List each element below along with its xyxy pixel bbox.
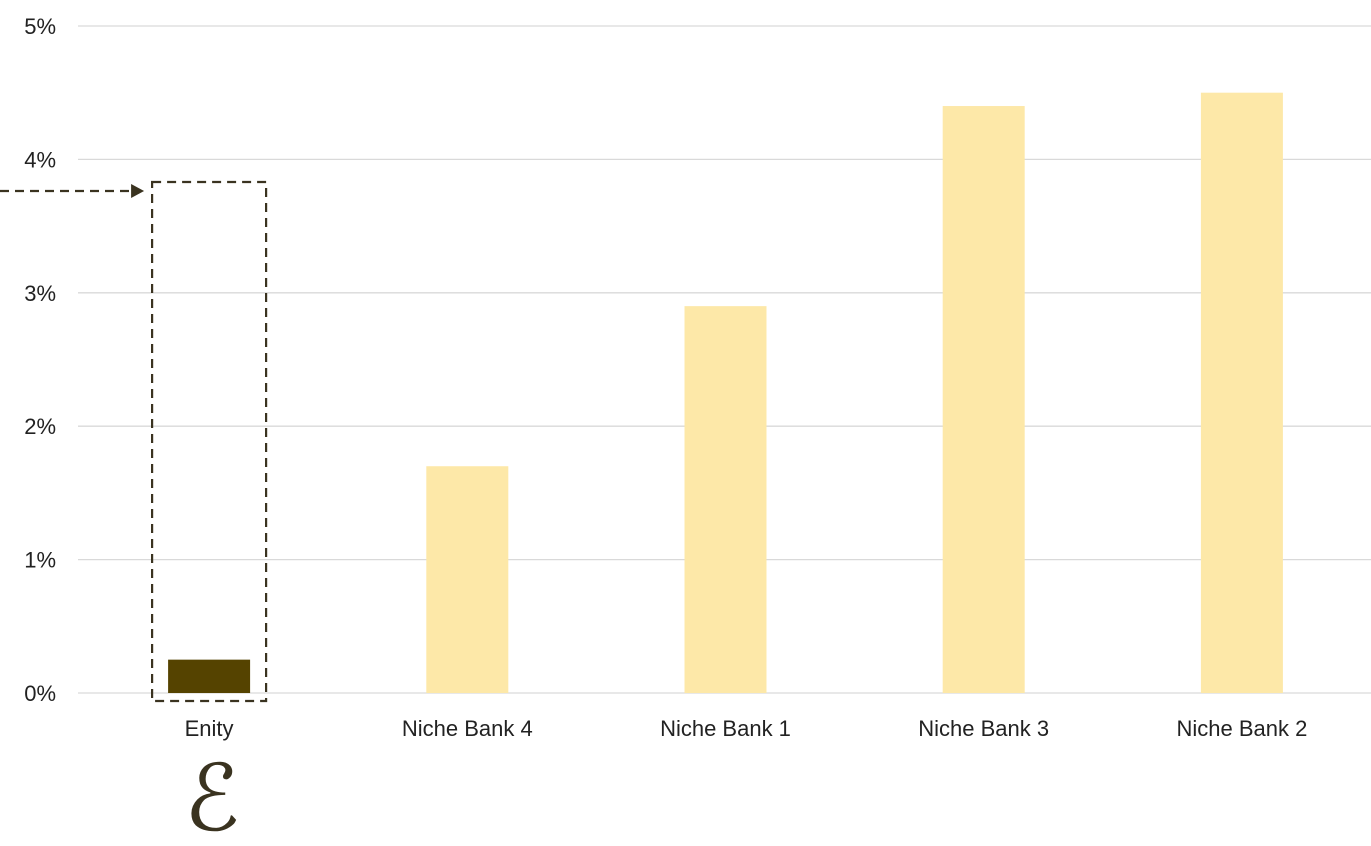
x-category-label: Niche Bank 2 (1176, 716, 1307, 741)
ampersand-logo-icon: ℰ (184, 745, 240, 846)
y-tick-label: 3% (24, 281, 56, 306)
y-tick-label: 0% (24, 681, 56, 706)
y-tick-label: 4% (24, 147, 56, 172)
x-category-label: Enity (185, 716, 234, 741)
arrow-head-icon (131, 184, 145, 198)
category-labels: Enity Niche Bank 4 Niche Bank 1 Niche Bank … (185, 716, 1308, 741)
x-category-label: Niche Bank 1 (660, 716, 791, 741)
highlight-box (151, 180, 268, 703)
x-category-label: Niche Bank 4 (402, 716, 533, 741)
y-tick-label: 2% (24, 414, 56, 439)
bar (426, 466, 509, 693)
highlight-annotation (0, 180, 268, 703)
bar (168, 659, 251, 693)
bar (942, 106, 1025, 694)
y-tick-label: 1% (24, 548, 56, 573)
bar (1200, 92, 1283, 693)
bars (168, 92, 1283, 694)
y-tick-label: 5% (24, 14, 56, 39)
bar (684, 306, 767, 693)
x-category-label: Niche Bank 3 (918, 716, 1049, 741)
y-axis-ticks: 0% 1% 2% 3% 4% 5% (24, 14, 56, 706)
